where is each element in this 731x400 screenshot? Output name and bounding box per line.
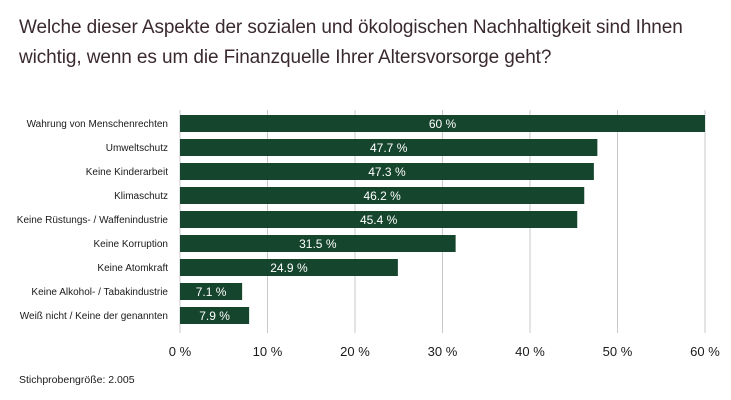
category-label: Keine Atomkraft xyxy=(97,263,168,274)
category-labels: Wahrung von Menschenrechten Umweltschutz K… xyxy=(17,119,169,322)
bar xyxy=(180,211,578,228)
x-tick-label: 10 % xyxy=(253,344,283,359)
bar-value-label: 45.4 % xyxy=(360,213,398,227)
sample-size-note: Stichprobengröße: 2.005 xyxy=(19,374,135,386)
bar-value-label: 31.5 % xyxy=(299,237,337,251)
bar-value-label: 46.2 % xyxy=(363,189,401,203)
bar-value-label: 24.9 % xyxy=(270,261,308,275)
category-label: Keine Alkohol- / Tabakindustrie xyxy=(31,287,168,298)
bar-value-label: 47.3 % xyxy=(368,165,406,179)
x-tick-label: 50 % xyxy=(603,344,633,359)
chart-title: Welche dieser Aspekte der sozialen und ö… xyxy=(19,17,683,68)
category-label: Keine Kinderarbeit xyxy=(86,167,168,178)
category-label: Keine Korruption xyxy=(94,239,169,250)
bar xyxy=(180,259,398,276)
category-label: Klimaschutz xyxy=(114,191,168,202)
bar xyxy=(180,187,585,204)
bar xyxy=(180,115,705,132)
x-tick-label: 40 % xyxy=(515,344,545,359)
bar xyxy=(180,163,594,180)
bar-value-label: 7.1 % xyxy=(196,285,227,299)
category-label: Umweltschutz xyxy=(106,143,168,154)
x-tick-label: 30 % xyxy=(428,344,458,359)
bar xyxy=(180,283,243,300)
bar xyxy=(180,235,456,252)
x-tick-label: 60 % xyxy=(690,344,720,359)
bar-value-label: 47.7 % xyxy=(370,141,408,155)
category-label: Keine Rüstungs- / Waffenindustrie xyxy=(17,215,169,226)
bar-value-label: 60 % xyxy=(429,117,457,131)
bar xyxy=(180,139,598,156)
category-label: Weiß nicht / Keine der genannten xyxy=(20,311,168,322)
x-tick-label: 20 % xyxy=(340,344,370,359)
bar xyxy=(180,307,250,324)
x-tick-label: 0 % xyxy=(169,344,192,359)
bars: 60 % 47.7 % 47.3 % 46.2 % 45.4 % 31.5 % 24.9 %… xyxy=(180,115,705,324)
x-axis-ticks: 0 % 10 % 20 % 30 % 40 % 50 % 60 % xyxy=(169,344,720,359)
category-label: Wahrung von Menschenrechten xyxy=(27,119,168,130)
bar-value-label: 7.9 % xyxy=(199,309,230,323)
